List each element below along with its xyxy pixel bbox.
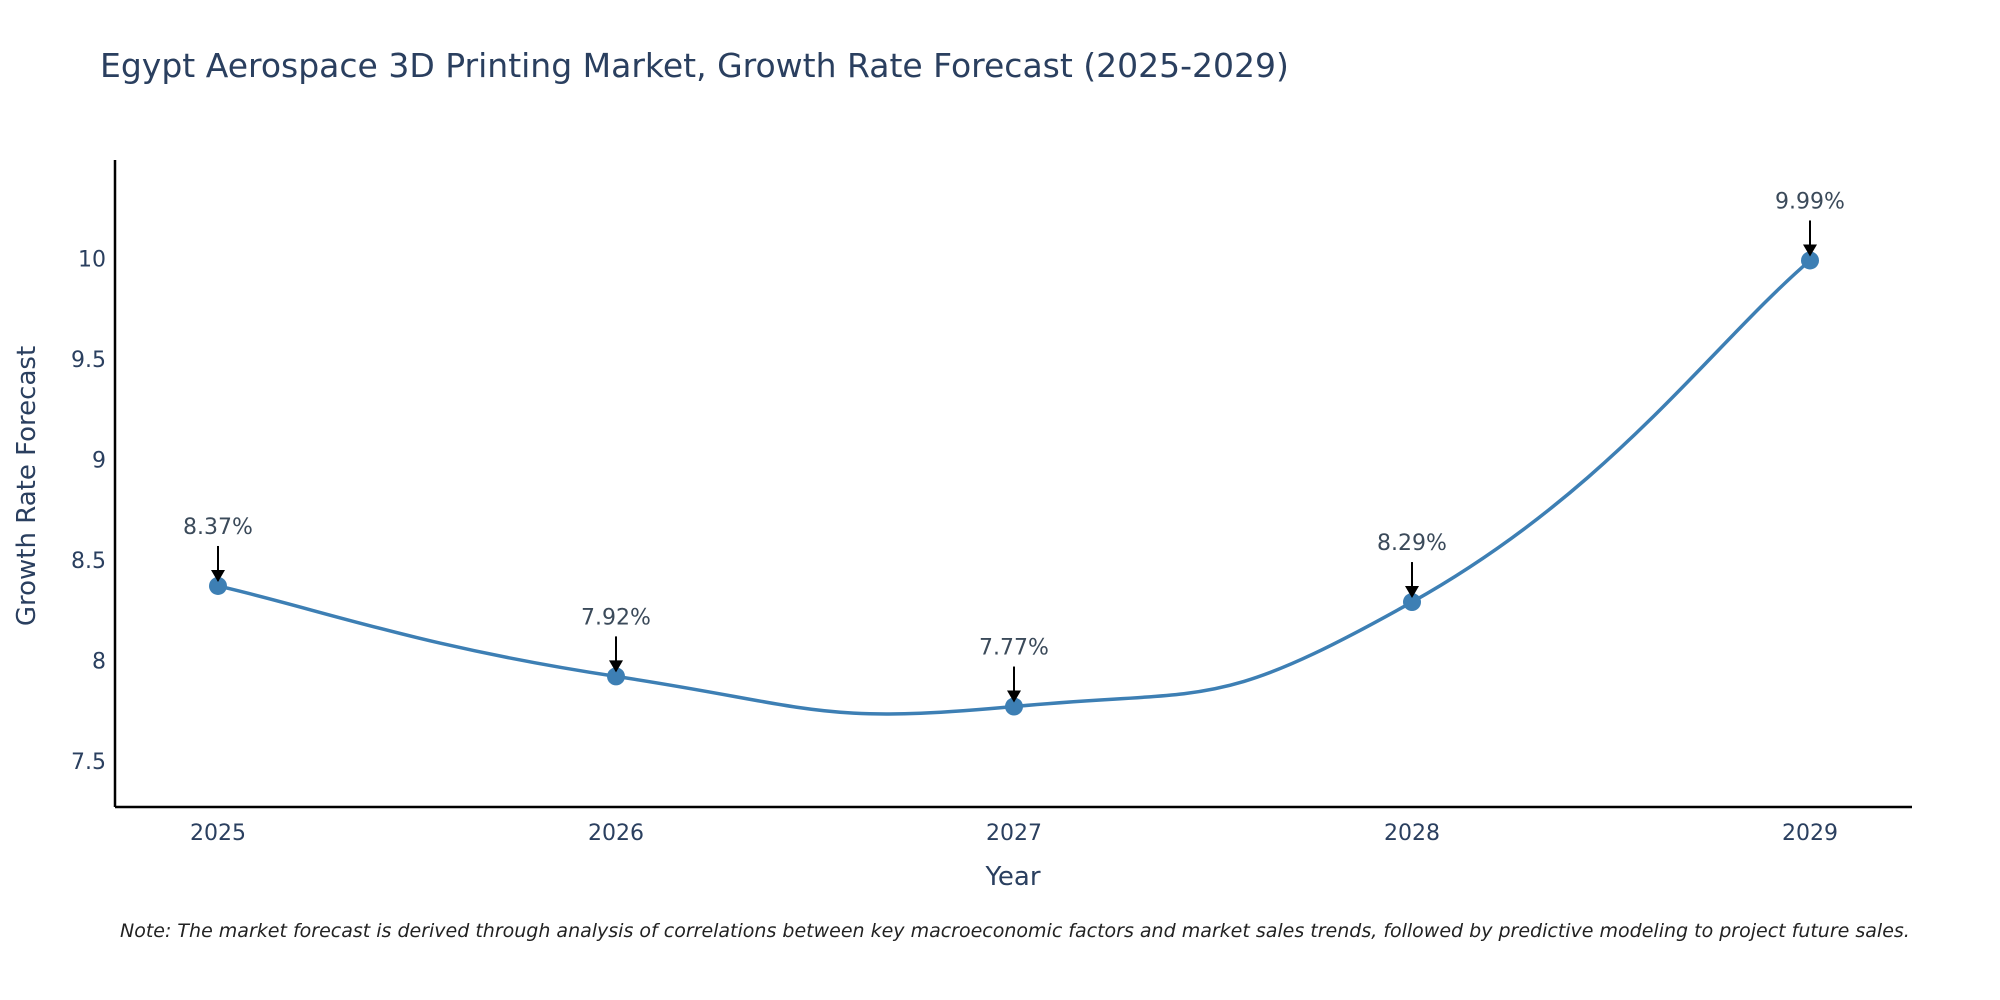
y-axis-title: Growth Rate Forecast [12, 346, 42, 626]
x-tick-label: 2025 [190, 821, 246, 846]
x-tick-label: 2027 [986, 821, 1042, 846]
data-annotation: 8.29% [1377, 531, 1447, 599]
annotation-arrowhead [1405, 586, 1419, 599]
data-point [1005, 697, 1023, 716]
y-tick-label: 8 [92, 649, 106, 674]
data-point [607, 667, 625, 686]
data-annotations: 8.37% 7.92% 7.77% 8.29% 9.99% [183, 189, 1845, 703]
data-label: 7.77% [979, 636, 1049, 661]
x-axis-title: Year [984, 862, 1040, 892]
data-point [1403, 593, 1421, 612]
y-tick-label: 7.5 [71, 750, 106, 775]
annotation-arrowhead [1803, 244, 1817, 257]
data-label: 8.29% [1377, 531, 1447, 556]
annotation-arrowhead [211, 569, 225, 582]
data-label: 9.99% [1775, 189, 1845, 214]
chart-title: Egypt Aerospace 3D Printing Market, Grow… [100, 46, 1289, 85]
data-point [209, 576, 227, 595]
x-axis-ticks: 2025 2026 2027 2028 2029 [190, 821, 1838, 846]
x-tick-label: 2028 [1384, 821, 1440, 846]
y-tick-label: 10 [78, 247, 106, 272]
series-line [217, 259, 1812, 716]
data-annotation: 9.99% [1775, 189, 1845, 257]
x-tick-label: 2029 [1782, 821, 1838, 846]
y-tick-label: 9 [92, 448, 106, 473]
data-label: 8.37% [183, 515, 253, 540]
annotation-arrowhead [609, 660, 623, 673]
data-annotation: 7.77% [979, 636, 1049, 703]
data-point [1801, 251, 1819, 270]
data-label: 7.92% [581, 605, 651, 630]
annotation-arrowhead [1007, 690, 1021, 703]
y-tick-label: 9.5 [71, 348, 106, 373]
y-axis-ticks: 7.5 8 8.5 9 9.5 10 [71, 247, 106, 774]
data-markers [209, 251, 1819, 716]
y-tick-label: 8.5 [71, 549, 106, 574]
x-tick-label: 2026 [588, 821, 644, 846]
data-annotation: 8.37% [183, 515, 253, 582]
data-annotation: 7.92% [581, 605, 651, 673]
footnote: Note: The market forecast is derived thr… [120, 920, 1910, 942]
